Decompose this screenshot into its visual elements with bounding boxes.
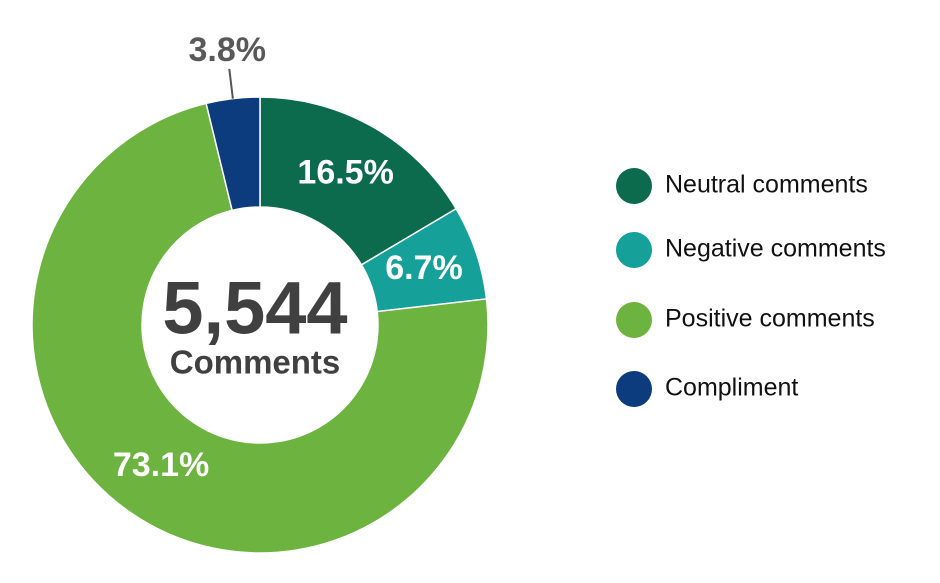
legend-label: Positive comments — [665, 305, 875, 333]
legend-swatch — [616, 302, 652, 338]
slice-label: 6.7% — [385, 249, 463, 287]
legend-label: Neutral comments — [665, 171, 868, 199]
center-total: 5,544 — [162, 267, 347, 350]
donut-slice — [205, 96, 261, 212]
slice-label: 16.5% — [297, 154, 393, 192]
slice-label: 73.1% — [113, 446, 209, 484]
legend-swatch — [616, 371, 652, 407]
legend-label: Negative comments — [665, 235, 886, 263]
legend-label: Compliment — [665, 374, 798, 402]
center-caption: Comments — [170, 344, 341, 381]
donut-slice — [31, 102, 489, 554]
slice-label: 3.8% — [189, 31, 267, 69]
leader-line — [228, 68, 234, 99]
legend-swatch — [616, 168, 652, 204]
legend-swatch — [616, 232, 652, 268]
donut-slice — [259, 96, 458, 266]
